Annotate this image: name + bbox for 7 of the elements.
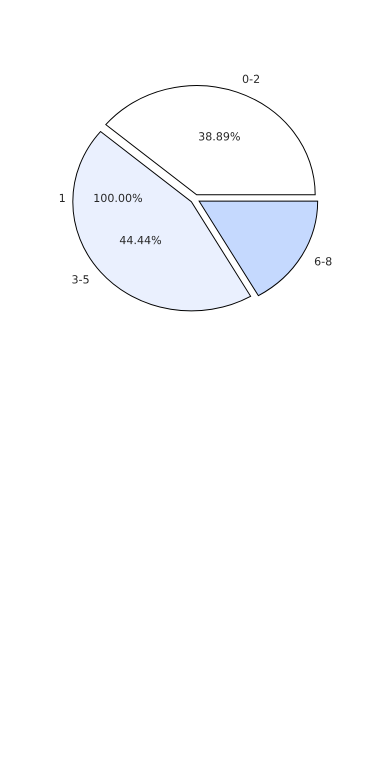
- slice-label: 0-2: [242, 74, 260, 84]
- data-label: 38.89%: [198, 132, 240, 141]
- slice-label: 3-5: [72, 275, 89, 284]
- data-label: 44.44%: [120, 236, 162, 244]
- slice-label: 6-8: [314, 257, 332, 266]
- text: 1: [60, 194, 65, 202]
- text: 100.00%: [94, 194, 142, 202]
